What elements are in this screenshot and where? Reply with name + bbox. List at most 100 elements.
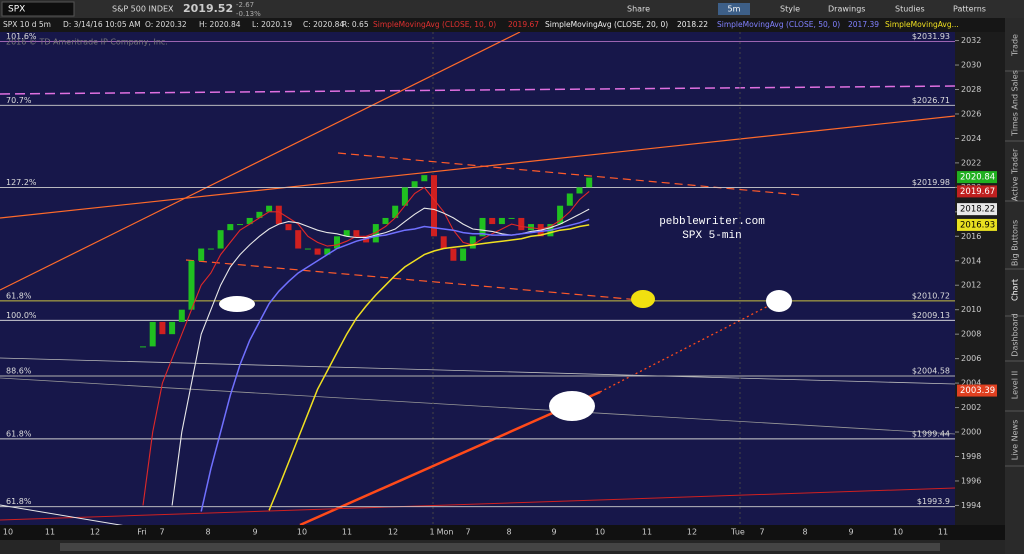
side-tab[interactable]: Chart	[1011, 279, 1020, 301]
level-pct: 61.8%	[6, 429, 32, 438]
candle	[266, 205, 273, 212]
level-pct: 70.7%	[6, 96, 32, 105]
price-tag	[957, 203, 997, 216]
candle	[431, 175, 437, 237]
header-item: SPX 10 d 5m	[3, 20, 51, 29]
header-item: R: 0.65	[342, 20, 369, 29]
x-tick-label: 9	[551, 528, 556, 537]
candle	[518, 217, 525, 231]
trendline	[0, 32, 521, 291]
candle	[304, 248, 311, 250]
timeframe[interactable]: 5m	[728, 5, 741, 14]
level-pct: 100.0%	[6, 311, 37, 320]
moving-average	[268, 224, 590, 511]
trendline	[0, 357, 955, 385]
symbol-box[interactable]	[1, 1, 75, 17]
candle	[450, 248, 457, 261]
header-bar	[0, 18, 1024, 32]
trendline	[299, 390, 601, 525]
x-tick-label: Tue	[730, 528, 745, 537]
price-tag-label: 2019.67	[960, 187, 995, 197]
toolbar	[0, 0, 1024, 18]
candle	[479, 217, 486, 237]
header-item: SimpleMovingAvg (CLOSE, 20, 0)	[545, 20, 668, 29]
symbol[interactable]: SPX	[8, 5, 25, 15]
candle	[178, 309, 185, 322]
candle	[169, 321, 176, 335]
y-tick-label: 2008	[961, 330, 981, 339]
x-tick-label: Mon	[437, 528, 454, 537]
candle	[440, 236, 447, 249]
trendline	[0, 504, 124, 525]
y-tick-label: 1998	[961, 452, 981, 461]
side-tab[interactable]: Active Trader	[1011, 148, 1020, 201]
description: S&P 500 INDEX	[112, 5, 174, 14]
candle	[149, 321, 156, 347]
candle	[227, 224, 234, 231]
level-price: $2019.98	[912, 178, 950, 187]
side-tab[interactable]: Big Buttons	[1011, 220, 1020, 266]
x-tick-label: 11	[45, 528, 55, 537]
patterns-button[interactable]: Patterns	[953, 5, 986, 14]
candle	[207, 248, 214, 250]
share-button[interactable]: Share	[627, 5, 650, 14]
x-tick-label: 9	[848, 528, 853, 537]
y-tick-label: 2004	[961, 379, 981, 388]
level-price: $2009.13	[912, 311, 950, 320]
y-tick-label: 2006	[961, 354, 981, 363]
scroll-thumb[interactable]	[60, 543, 940, 551]
candle	[140, 346, 146, 348]
side-tab[interactable]: Level II	[1011, 371, 1020, 399]
y-tick-label: 2012	[961, 281, 981, 290]
y-tick-label: 2022	[961, 158, 981, 167]
copyright: 2016 © TD Ameritrade IP Company, Inc.	[6, 38, 168, 47]
header-item: SimpleMovingAvg...	[885, 20, 959, 29]
annotation: pebblewriter.com	[659, 216, 765, 228]
moving-average	[200, 218, 590, 512]
price-tag	[957, 384, 997, 397]
x-tick-label: 10	[595, 528, 605, 537]
drawings-button[interactable]: Drawings	[828, 5, 865, 14]
x-tick-label: 7	[159, 528, 164, 537]
y-tick-label: 2016	[961, 232, 981, 241]
x-tick-label: 12	[388, 528, 398, 537]
candle	[557, 205, 564, 225]
annotation: SPX 5-min	[682, 230, 741, 242]
side-tab[interactable]: Live News	[1011, 420, 1020, 461]
candle	[314, 248, 321, 255]
timeframe-button[interactable]	[718, 3, 750, 15]
x-tick-label: 1	[429, 528, 434, 537]
x-tick-label: 10	[297, 528, 307, 537]
y-tick-label: 1994	[961, 501, 981, 510]
side-tab[interactable]: Dashboard	[1011, 313, 1020, 356]
header-item: H: 2020.84	[199, 20, 241, 29]
candle	[159, 321, 166, 335]
side-panel	[1005, 18, 1024, 554]
highlight-circle	[549, 391, 595, 421]
y-tick-label: 2030	[961, 61, 981, 70]
plot-area	[0, 32, 955, 525]
x-tick-label: 10	[893, 528, 903, 537]
studies-button[interactable]: Studies	[895, 5, 925, 14]
level-price: $1999.44	[912, 429, 950, 438]
candle	[275, 205, 282, 225]
x-tick-label: 10	[3, 528, 13, 537]
x-tick-label: 8	[205, 528, 210, 537]
y-tick-label: 2000	[961, 428, 981, 437]
last-price: 2019.52	[183, 2, 233, 15]
side-tab[interactable]: Times And Sales	[1011, 70, 1020, 137]
x-tick-label: 7	[759, 528, 764, 537]
y-tick-label: 2014	[961, 256, 981, 265]
candle	[392, 205, 399, 218]
style-button[interactable]: Style	[780, 5, 800, 14]
candle	[188, 260, 195, 310]
x-tick-label: 12	[90, 528, 100, 537]
candle	[237, 224, 243, 226]
channel-line	[185, 259, 641, 301]
change: -2.67	[236, 1, 254, 9]
side-tab[interactable]: Trade	[1011, 34, 1020, 57]
candle	[343, 230, 350, 237]
drawings	[0, 32, 955, 525]
